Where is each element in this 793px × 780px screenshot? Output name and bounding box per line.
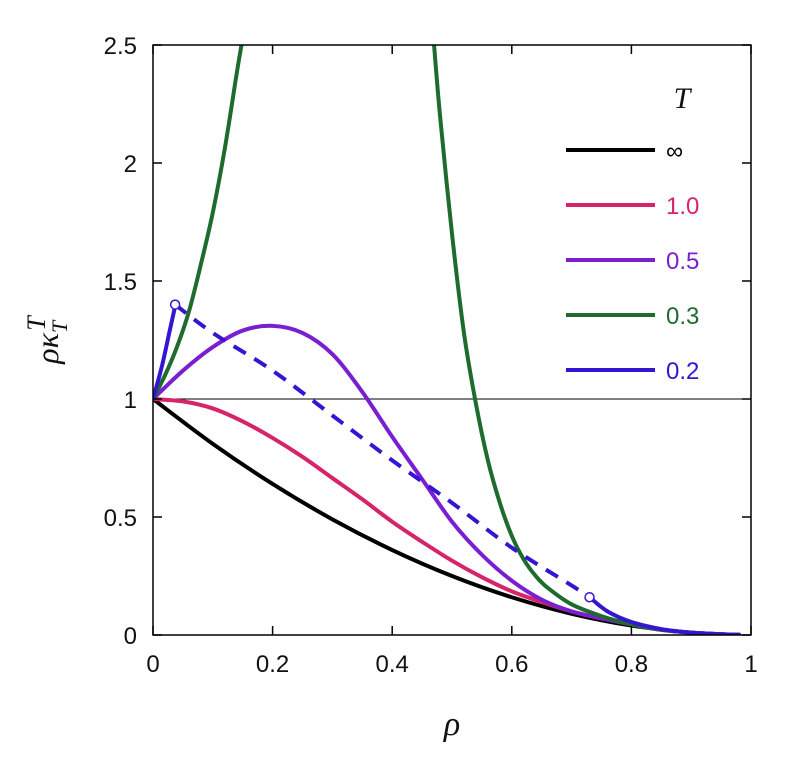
legend-label: 0.2 — [666, 358, 699, 385]
series-layer — [153, 45, 742, 635]
y-tick-label: 2 — [124, 151, 137, 178]
y-tick-label: 1 — [124, 387, 137, 414]
y-axis-title-sub: T — [47, 319, 72, 333]
y-axis-title: ρκTT — [22, 315, 72, 365]
y-tick-label: 0 — [124, 623, 137, 650]
x-tick-label: 0.8 — [615, 651, 648, 678]
critical-point-marker — [169, 299, 181, 310]
x-tick-label: 0.4 — [376, 651, 409, 678]
x-tick-label: 0.6 — [495, 651, 528, 678]
y-tick-label: 0.5 — [104, 505, 137, 532]
x-tick-label: 0 — [146, 651, 159, 678]
x-tick-label: 1 — [744, 651, 757, 678]
y-axis-title-main: ρκ — [29, 332, 65, 364]
series-line-4 — [153, 302, 178, 401]
legend-label: 0.3 — [666, 303, 699, 330]
y-tick-label: 1.5 — [104, 269, 137, 296]
legend: T ∞ 1.0 0.5 0.3 0.2 — [566, 82, 699, 385]
legend-title: T — [674, 82, 693, 115]
series-line-3 — [432, 45, 742, 635]
series-line-2 — [153, 323, 742, 635]
legend-label: 0.5 — [666, 248, 699, 275]
series-line-3 — [153, 45, 244, 401]
critical-point-marker — [584, 591, 595, 603]
y-axis-title-sup: T — [22, 315, 51, 331]
tick-layer: 0 0.2 0.4 0.6 0.8 1 0 0.5 1 1.5 2 2.5 — [104, 33, 758, 678]
dashed-boundary-line — [173, 303, 591, 599]
x-tick-label: 0.2 — [256, 651, 289, 678]
marker-layer — [169, 299, 595, 603]
y-tick-label: 2.5 — [104, 33, 137, 60]
legend-label: ∞ — [666, 138, 683, 165]
plot-frame — [152, 44, 752, 636]
legend-label: 1.0 — [666, 193, 699, 220]
series-line-4 — [587, 595, 742, 635]
x-axis-title: ρ — [443, 706, 460, 743]
svg-text:ρκTT: ρκTT — [22, 315, 72, 365]
